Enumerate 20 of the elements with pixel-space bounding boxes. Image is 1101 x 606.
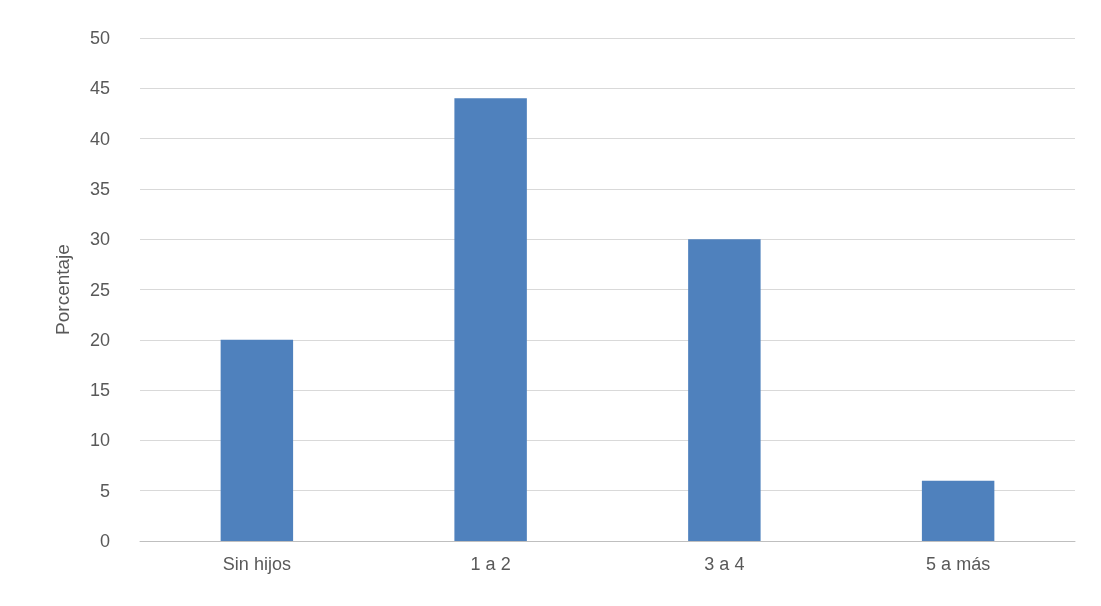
x-tick-label: 5 a más [926,554,991,574]
y-tick-label: 10 [89,430,110,451]
y-tick-label: 40 [89,128,110,149]
y-tick-label: 15 [89,380,110,401]
x-tick-label: 3 a 4 [704,554,745,574]
bar [220,339,294,541]
x-tick-label: Sin hijos [222,554,291,574]
y-tick-label: 20 [89,329,110,350]
y-axis-title: Porcentaje [52,244,73,335]
x-tick-label: 1 a 2 [470,554,511,574]
y-tick-label: 35 [89,178,110,199]
y-tick-label: 25 [89,279,110,300]
bar [688,239,761,541]
y-tick-label: 30 [89,229,110,250]
y-tick-label: 5 [99,480,110,501]
y-tick-label: 45 [89,78,110,99]
bar [921,480,995,541]
y-tick-label: 0 [99,531,110,551]
bar [454,98,527,541]
y-tick-label: 50 [89,28,110,48]
